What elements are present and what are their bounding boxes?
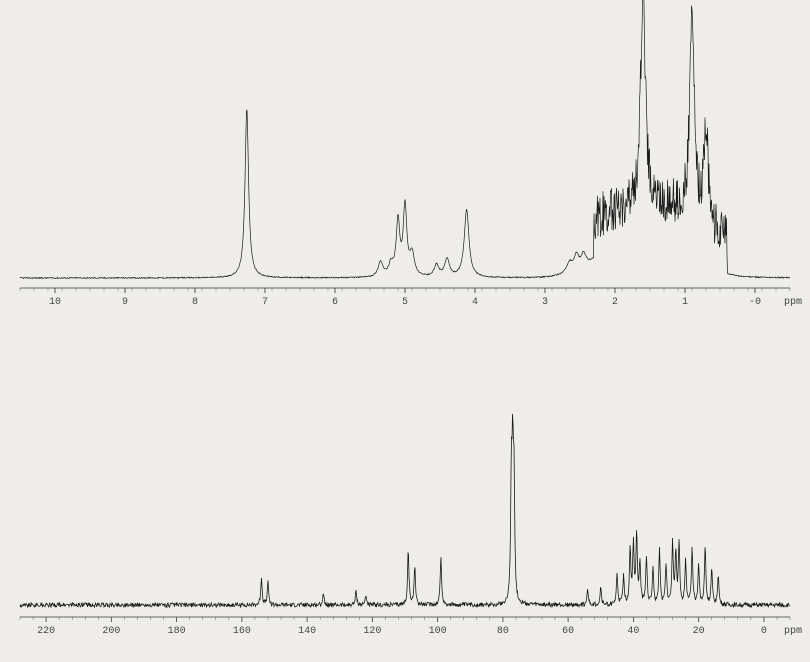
xtick-120: 120 [363,626,381,637]
figure: 10987654321-0ppm 22020018016014012010080… [0,0,810,662]
xtick-180: 180 [168,626,186,637]
x-unit-bottom: ppm [784,626,802,637]
xtick-20: 20 [693,626,705,637]
xtick-200: 200 [102,626,120,637]
xtick-0: 0 [761,626,767,637]
xtick-100: 100 [429,626,447,637]
xtick-220: 220 [37,626,55,637]
xtick-60: 60 [562,626,574,637]
xtick-80: 80 [497,626,509,637]
c13-spectrum: 220200180160140120100806040200ppm [0,0,810,662]
xtick-40: 40 [627,626,639,637]
xtick-140: 140 [298,626,316,637]
xtick-160: 160 [233,626,251,637]
